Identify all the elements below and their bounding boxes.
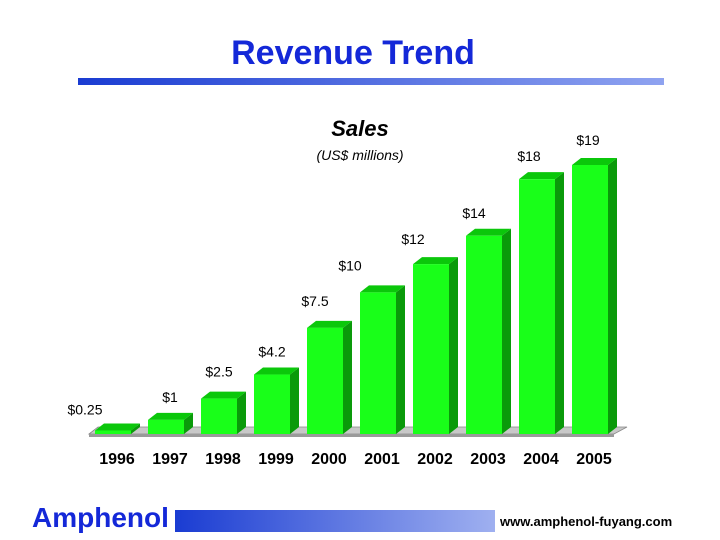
- bar-front: [413, 264, 449, 434]
- bar-side: [608, 158, 617, 434]
- bar-2005: [572, 158, 617, 434]
- bar-front: [254, 374, 290, 434]
- bar-front: [572, 165, 608, 434]
- bar-top: [360, 285, 405, 293]
- bar-1999: [254, 367, 299, 434]
- data-label-2000: $7.5: [301, 293, 328, 309]
- x-tick-2005: 2005: [576, 451, 612, 468]
- bar-front: [307, 327, 343, 434]
- bar-top: [254, 367, 299, 375]
- bar-side: [184, 412, 193, 434]
- data-label-1998: $2.5: [205, 364, 232, 380]
- bar-front: [466, 235, 502, 434]
- bar-side: [343, 320, 352, 434]
- x-tick-2002: 2002: [417, 451, 453, 468]
- x-tick-2003: 2003: [470, 451, 506, 468]
- bar-side: [131, 423, 140, 434]
- data-label-2002: $12: [401, 231, 425, 247]
- bar-top: [519, 172, 564, 180]
- bar-top: [572, 158, 617, 165]
- footer-bar: [175, 510, 495, 532]
- x-tick-1999: 1999: [258, 451, 294, 468]
- bar-1997: [148, 412, 193, 434]
- x-tick-1998: 1998: [205, 451, 241, 468]
- bar-top: [466, 228, 511, 236]
- brand-logo: Amphenol: [32, 502, 169, 533]
- data-label-1999: $4.2: [258, 344, 285, 360]
- slide-title: Revenue Trend: [231, 34, 475, 72]
- bar-2002: [413, 257, 458, 434]
- bar-top: [95, 423, 140, 431]
- data-label-1997: $1: [162, 389, 178, 405]
- bar-top: [201, 391, 246, 399]
- x-tick-2000: 2000: [311, 451, 347, 468]
- bar-2003: [466, 228, 511, 434]
- bar-1998: [201, 391, 246, 434]
- data-label-2001: $10: [338, 257, 362, 273]
- bar-1996: [95, 423, 140, 434]
- bar-side: [555, 172, 564, 434]
- x-tick-2004: 2004: [523, 451, 559, 468]
- bar-side: [237, 391, 246, 434]
- bar-2004: [519, 172, 564, 434]
- bar-front: [360, 292, 396, 434]
- chart-floor-edge: [89, 434, 614, 437]
- data-label-2003: $14: [462, 205, 486, 221]
- bar-side: [449, 257, 458, 434]
- website-url: www.amphenol-fuyang.com: [500, 514, 673, 529]
- title-underline: [78, 78, 664, 85]
- x-tick-1996: 1996: [99, 451, 135, 468]
- bar-front: [95, 430, 131, 434]
- data-label-2005: $19: [576, 132, 600, 148]
- data-label-2004: $18: [517, 148, 541, 164]
- x-tick-1997: 1997: [152, 451, 188, 468]
- bar-top: [148, 412, 193, 420]
- bar-top: [307, 320, 352, 328]
- bar-front: [201, 398, 237, 434]
- chart-title: Sales: [331, 116, 389, 141]
- bar-side: [502, 228, 511, 434]
- data-label-1996: $0.25: [67, 401, 102, 417]
- bar-top: [413, 257, 458, 265]
- bar-side: [290, 367, 299, 434]
- x-tick-2001: 2001: [364, 451, 400, 468]
- bar-front: [148, 419, 184, 434]
- chart-subtitle: (US$ millions): [316, 147, 403, 163]
- bar-side: [396, 285, 405, 434]
- bar-front: [519, 179, 555, 434]
- bar-2000: [307, 320, 352, 434]
- bar-2001: [360, 285, 405, 434]
